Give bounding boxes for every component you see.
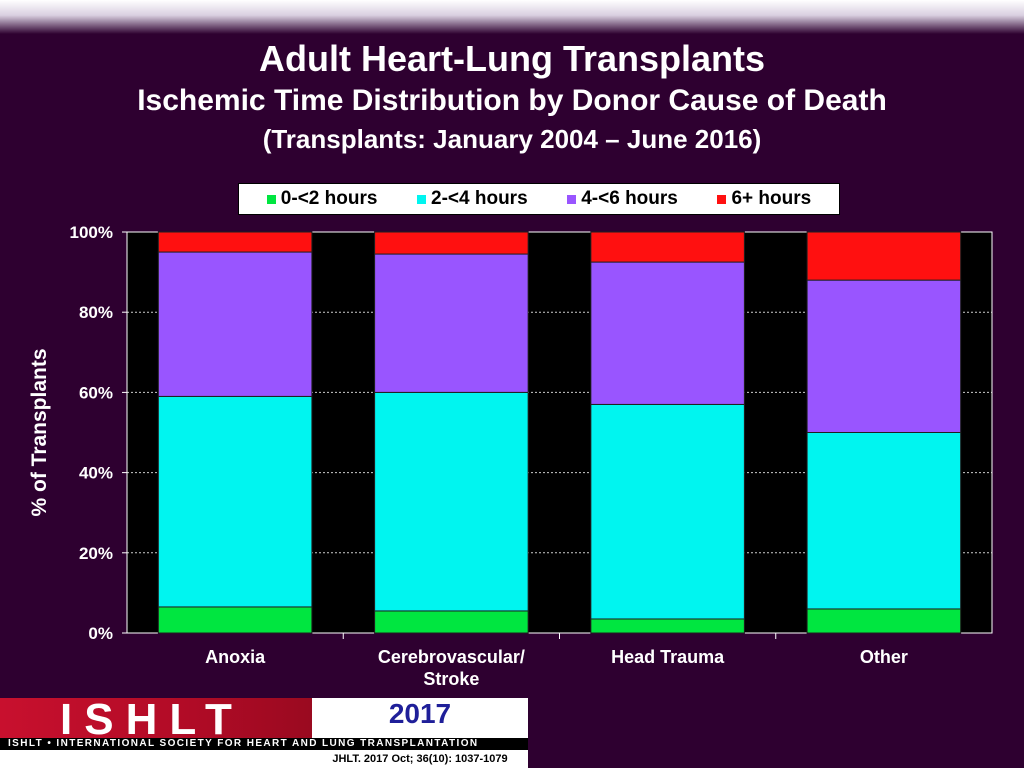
bar-2-3 bbox=[590, 231, 745, 263]
legend-item-0: 0-<2 hours bbox=[266, 188, 378, 210]
journal-citation: JHLT. 2017 Oct; 36(10): 1037-1079 bbox=[332, 753, 508, 765]
bar-3-3 bbox=[806, 231, 962, 281]
x-tick-label-0: Anoxia bbox=[205, 647, 266, 667]
chart-legend: 0-<2 hours 2-<4 hours 4-<6 hours 6+ hour… bbox=[238, 183, 840, 215]
legend-item-3: 6+ hours bbox=[717, 188, 811, 210]
y-tick-label-0: 0% bbox=[88, 624, 113, 643]
y-tick-label-1: 20% bbox=[79, 544, 113, 563]
x-tick-label-1: Cerebrovascular/Stroke bbox=[378, 647, 525, 689]
bar-1-2 bbox=[374, 253, 529, 393]
bar-1-1 bbox=[374, 391, 529, 612]
y-tick-label-5: 100% bbox=[70, 223, 113, 242]
x-tick-label-2: Head Trauma bbox=[611, 647, 725, 667]
y-tick-label-4: 80% bbox=[79, 303, 113, 322]
chart-subtitle: Ischemic Time Distribution by Donor Caus… bbox=[137, 84, 887, 117]
legend-label-3: 6+ hours bbox=[731, 188, 812, 209]
stacked-bar-chart: 0% 20% 40% 60% 80% 100% Anoxia Cerebrovascular/… bbox=[28, 223, 993, 689]
bar-2-1 bbox=[590, 403, 745, 620]
top-gradient-band bbox=[0, 0, 1024, 34]
logo-red-block: ISHLT bbox=[0, 698, 312, 744]
legend-item-1: 2-<4 hours bbox=[417, 188, 528, 210]
legend-item-2: 4-<6 hours bbox=[567, 188, 678, 210]
bar-2-2 bbox=[590, 261, 745, 405]
bar-0-3 bbox=[157, 231, 313, 253]
logo-letters: ISHLT bbox=[60, 698, 244, 744]
legend-label-0: 0-<2 hours bbox=[280, 188, 378, 209]
bar-0-1 bbox=[157, 395, 313, 608]
bar-2-0 bbox=[590, 618, 745, 634]
bar-3-0 bbox=[806, 608, 962, 634]
bar-0-2 bbox=[157, 251, 313, 397]
chart-date-range: (Transplants: January 2004 – June 2016) bbox=[262, 124, 762, 154]
bar-3-2 bbox=[806, 279, 962, 433]
society-name: ISHLT • INTERNATIONAL SOCIETY FOR HEART … bbox=[0, 738, 528, 750]
bar-0-0 bbox=[157, 606, 313, 634]
y-axis-label: % of Transplants bbox=[28, 348, 51, 516]
bar-1-0 bbox=[374, 610, 529, 634]
legend-swatch-0 bbox=[266, 194, 276, 204]
ishlt-logo: ISHLT 2017 ISHLT • INTERNATIONAL SOCIETY… bbox=[0, 698, 528, 768]
chart-title: Adult Heart-Lung Transplants bbox=[258, 38, 766, 79]
bar-1-3 bbox=[374, 231, 529, 255]
y-tick-label-2: 40% bbox=[79, 464, 113, 483]
legend-swatch-3 bbox=[717, 194, 727, 204]
bar-3-1 bbox=[806, 432, 962, 610]
x-tick-label-3: Other bbox=[860, 647, 908, 667]
legend-swatch-2 bbox=[567, 194, 577, 204]
legend-label-1: 2-<4 hours bbox=[431, 188, 528, 209]
legend-swatch-1 bbox=[417, 194, 427, 204]
y-tick-label-3: 60% bbox=[79, 383, 113, 402]
legend-label-2: 4-<6 hours bbox=[581, 188, 678, 209]
report-year: 2017 bbox=[388, 698, 452, 729]
